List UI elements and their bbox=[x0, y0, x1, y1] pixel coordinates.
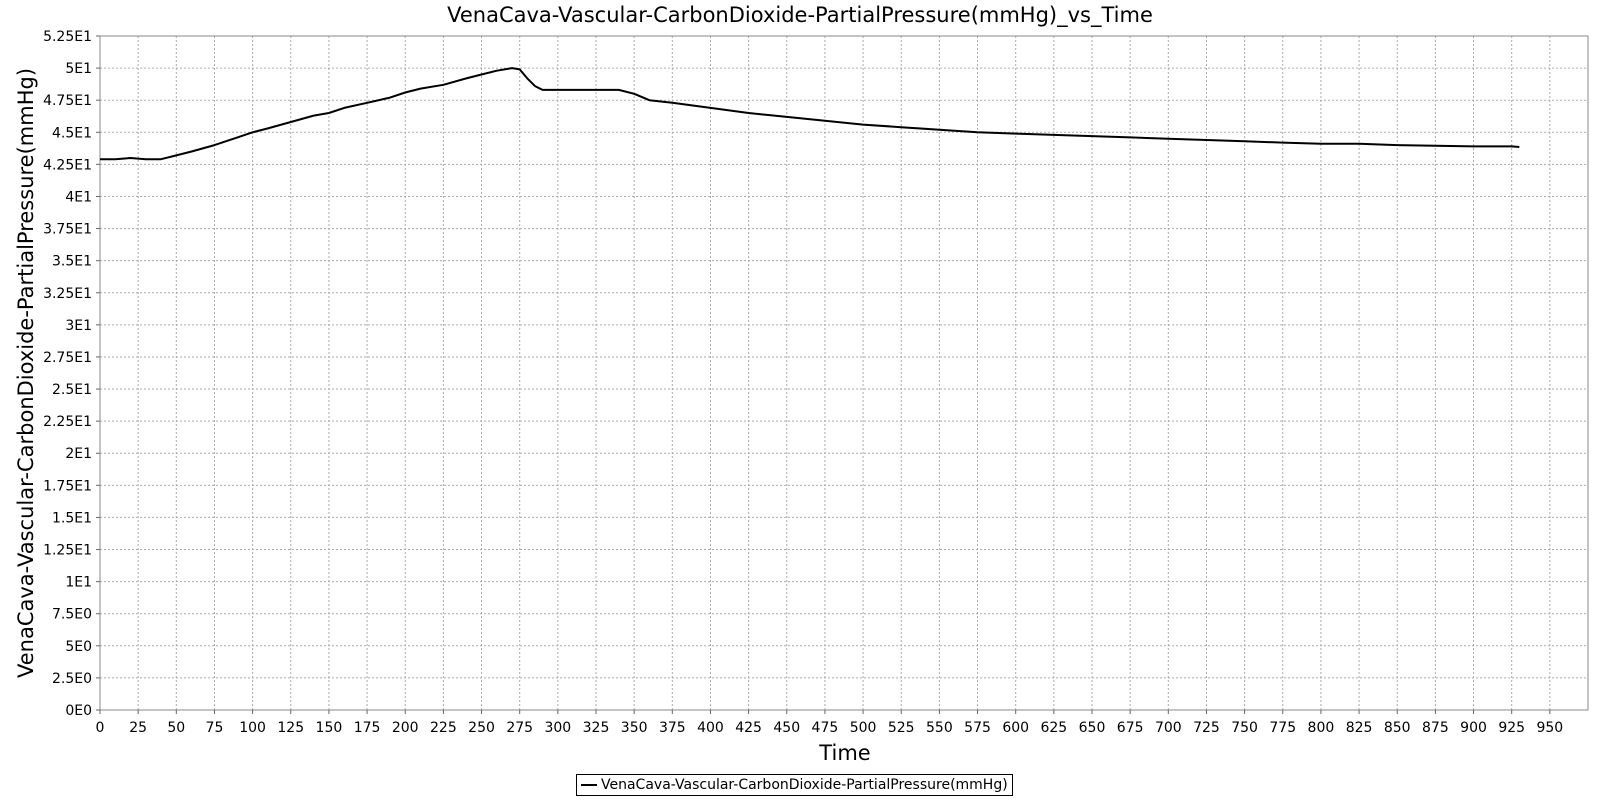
y-tick-label: 3E1 bbox=[65, 318, 92, 334]
x-tick-label: 0 bbox=[96, 720, 105, 736]
x-tick-label: 150 bbox=[316, 720, 343, 736]
x-tick-label: 900 bbox=[1460, 720, 1487, 736]
x-tick-label: 925 bbox=[1498, 720, 1525, 736]
legend-label: VenaCava-Vascular-CarbonDioxide-PartialP… bbox=[601, 777, 1008, 793]
y-tick-label: 4E1 bbox=[65, 189, 92, 205]
x-tick-label: 350 bbox=[621, 720, 648, 736]
x-tick-label: 775 bbox=[1269, 720, 1296, 736]
x-tick-label: 225 bbox=[430, 720, 457, 736]
x-tick-label: 875 bbox=[1422, 720, 1449, 736]
x-tick-label: 300 bbox=[544, 720, 571, 736]
y-tick-label: 4.5E1 bbox=[52, 125, 92, 141]
x-tick-label: 75 bbox=[206, 720, 224, 736]
y-tick-label: 3.5E1 bbox=[52, 254, 92, 270]
x-tick-label: 125 bbox=[277, 720, 304, 736]
y-tick-label: 5E0 bbox=[65, 639, 92, 655]
x-tick-label: 850 bbox=[1384, 720, 1411, 736]
y-tick-label: 1.5E1 bbox=[52, 510, 92, 526]
x-tick-label: 575 bbox=[964, 720, 991, 736]
y-tick-label: 1E1 bbox=[65, 575, 92, 591]
y-tick-label: 2.25E1 bbox=[43, 414, 92, 430]
legend: VenaCava-Vascular-CarbonDioxide-PartialP… bbox=[576, 774, 1013, 796]
legend-swatch bbox=[581, 784, 597, 786]
x-tick-label: 250 bbox=[468, 720, 495, 736]
x-tick-label: 375 bbox=[659, 720, 686, 736]
x-tick-label: 500 bbox=[850, 720, 877, 736]
x-tick-label: 275 bbox=[506, 720, 533, 736]
y-tick-label: 1.75E1 bbox=[43, 478, 92, 494]
y-tick-label: 2.75E1 bbox=[43, 350, 92, 366]
x-tick-label: 200 bbox=[392, 720, 419, 736]
y-tick-label: 2.5E0 bbox=[52, 671, 92, 687]
x-tick-label: 175 bbox=[354, 720, 381, 736]
x-tick-label: 325 bbox=[583, 720, 610, 736]
y-tick-label: 2E1 bbox=[65, 446, 92, 462]
series-layer bbox=[100, 67, 1520, 161]
y-axis: 0E0 2.5E0 5E0 7.5E0 1E1 1.25E1 1.5E1 1.75E1 2E1 2… bbox=[43, 29, 100, 719]
x-tick-label: 800 bbox=[1308, 720, 1335, 736]
y-tick-label: 5.25E1 bbox=[43, 29, 92, 45]
y-tick-label: 3.75E1 bbox=[43, 222, 92, 238]
y-tick-label: 1.25E1 bbox=[43, 543, 92, 559]
x-tick-label: 650 bbox=[1079, 720, 1106, 736]
x-tick-label: 600 bbox=[1002, 720, 1029, 736]
x-tick-label: 625 bbox=[1040, 720, 1067, 736]
y-tick-label: 7.5E0 bbox=[52, 607, 92, 623]
y-tick-label: 0E0 bbox=[65, 703, 92, 719]
x-tick-label: 950 bbox=[1536, 720, 1563, 736]
y-tick-label: 2.5E1 bbox=[52, 382, 92, 398]
y-tick-label: 5E1 bbox=[65, 61, 92, 77]
y-tick-label: 4.25E1 bbox=[43, 157, 92, 173]
x-tick-label: 25 bbox=[129, 720, 147, 736]
y-axis-label: VenaCava-Vascular-CarbonDioxide-PartialP… bbox=[14, 68, 38, 678]
x-tick-label: 525 bbox=[888, 720, 915, 736]
y-tick-label: 3.25E1 bbox=[43, 286, 92, 302]
y-tick-label: 4.75E1 bbox=[43, 93, 92, 109]
x-tick-label: 400 bbox=[697, 720, 724, 736]
x-tick-label: 725 bbox=[1193, 720, 1220, 736]
x-tick-label: 675 bbox=[1117, 720, 1144, 736]
x-tick-label: 550 bbox=[926, 720, 953, 736]
chart-title: VenaCava-Vascular-CarbonDioxide-PartialP… bbox=[447, 3, 1153, 28]
x-tick-label: 450 bbox=[773, 720, 800, 736]
x-tick-label: 700 bbox=[1155, 720, 1182, 736]
x-tick-label: 475 bbox=[812, 720, 839, 736]
grid-lines bbox=[99, 35, 1588, 711]
x-tick-label: 750 bbox=[1231, 720, 1258, 736]
x-tick-label: 50 bbox=[167, 720, 185, 736]
x-tick-label: 100 bbox=[239, 720, 266, 736]
x-axis: 0 25 50 75 100 125 150 175 200 225 250 275 300 325 350… bbox=[96, 710, 1563, 736]
x-tick-label: 825 bbox=[1346, 720, 1373, 736]
plot-area bbox=[99, 35, 1589, 711]
x-tick-label: 425 bbox=[735, 720, 762, 736]
x-axis-label: Time bbox=[818, 741, 870, 765]
series-line-0 bbox=[100, 67, 1520, 161]
